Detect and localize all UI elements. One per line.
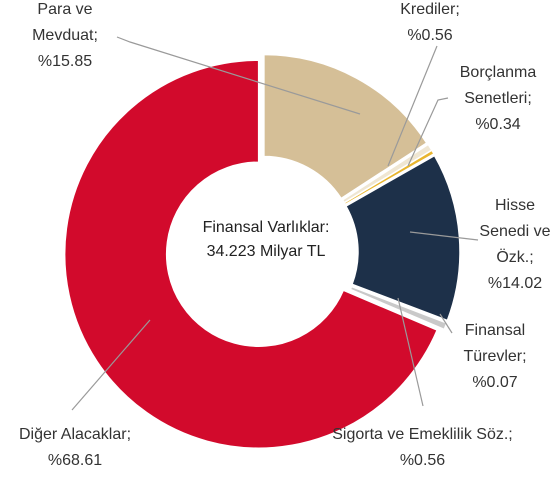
slice <box>349 285 448 331</box>
leader-line <box>439 313 453 334</box>
slice-label: Krediler; %0.56 <box>400 1 460 44</box>
slice <box>344 154 461 322</box>
leader-line <box>397 297 424 407</box>
slice-label: Diğer Alacaklar; %68.61 <box>18 426 132 469</box>
leader-line <box>407 97 449 167</box>
leader-line <box>71 319 151 411</box>
slice <box>343 149 435 206</box>
leader-line <box>387 45 438 167</box>
slice-label: Sigorta ve Emeklilik Söz.; %0.56 <box>332 426 513 469</box>
slice-label: Borçlanma Senetleri; %0.34 <box>459 64 537 133</box>
slice-label: Hisse Senedi ve Özk.; %14.02 <box>479 197 551 292</box>
slice <box>63 59 439 449</box>
slice <box>263 53 428 200</box>
center-label: 34.223 Milyar TL <box>207 243 326 260</box>
slice-label: Para ve Mevduat; %15.85 <box>32 1 98 70</box>
slice-label: Finansal Türevler; %0.07 <box>463 322 527 391</box>
slices <box>63 53 461 449</box>
leader-line <box>409 231 479 241</box>
center-label: Finansal Varlıklar: <box>203 219 330 236</box>
leader-line <box>116 36 361 115</box>
